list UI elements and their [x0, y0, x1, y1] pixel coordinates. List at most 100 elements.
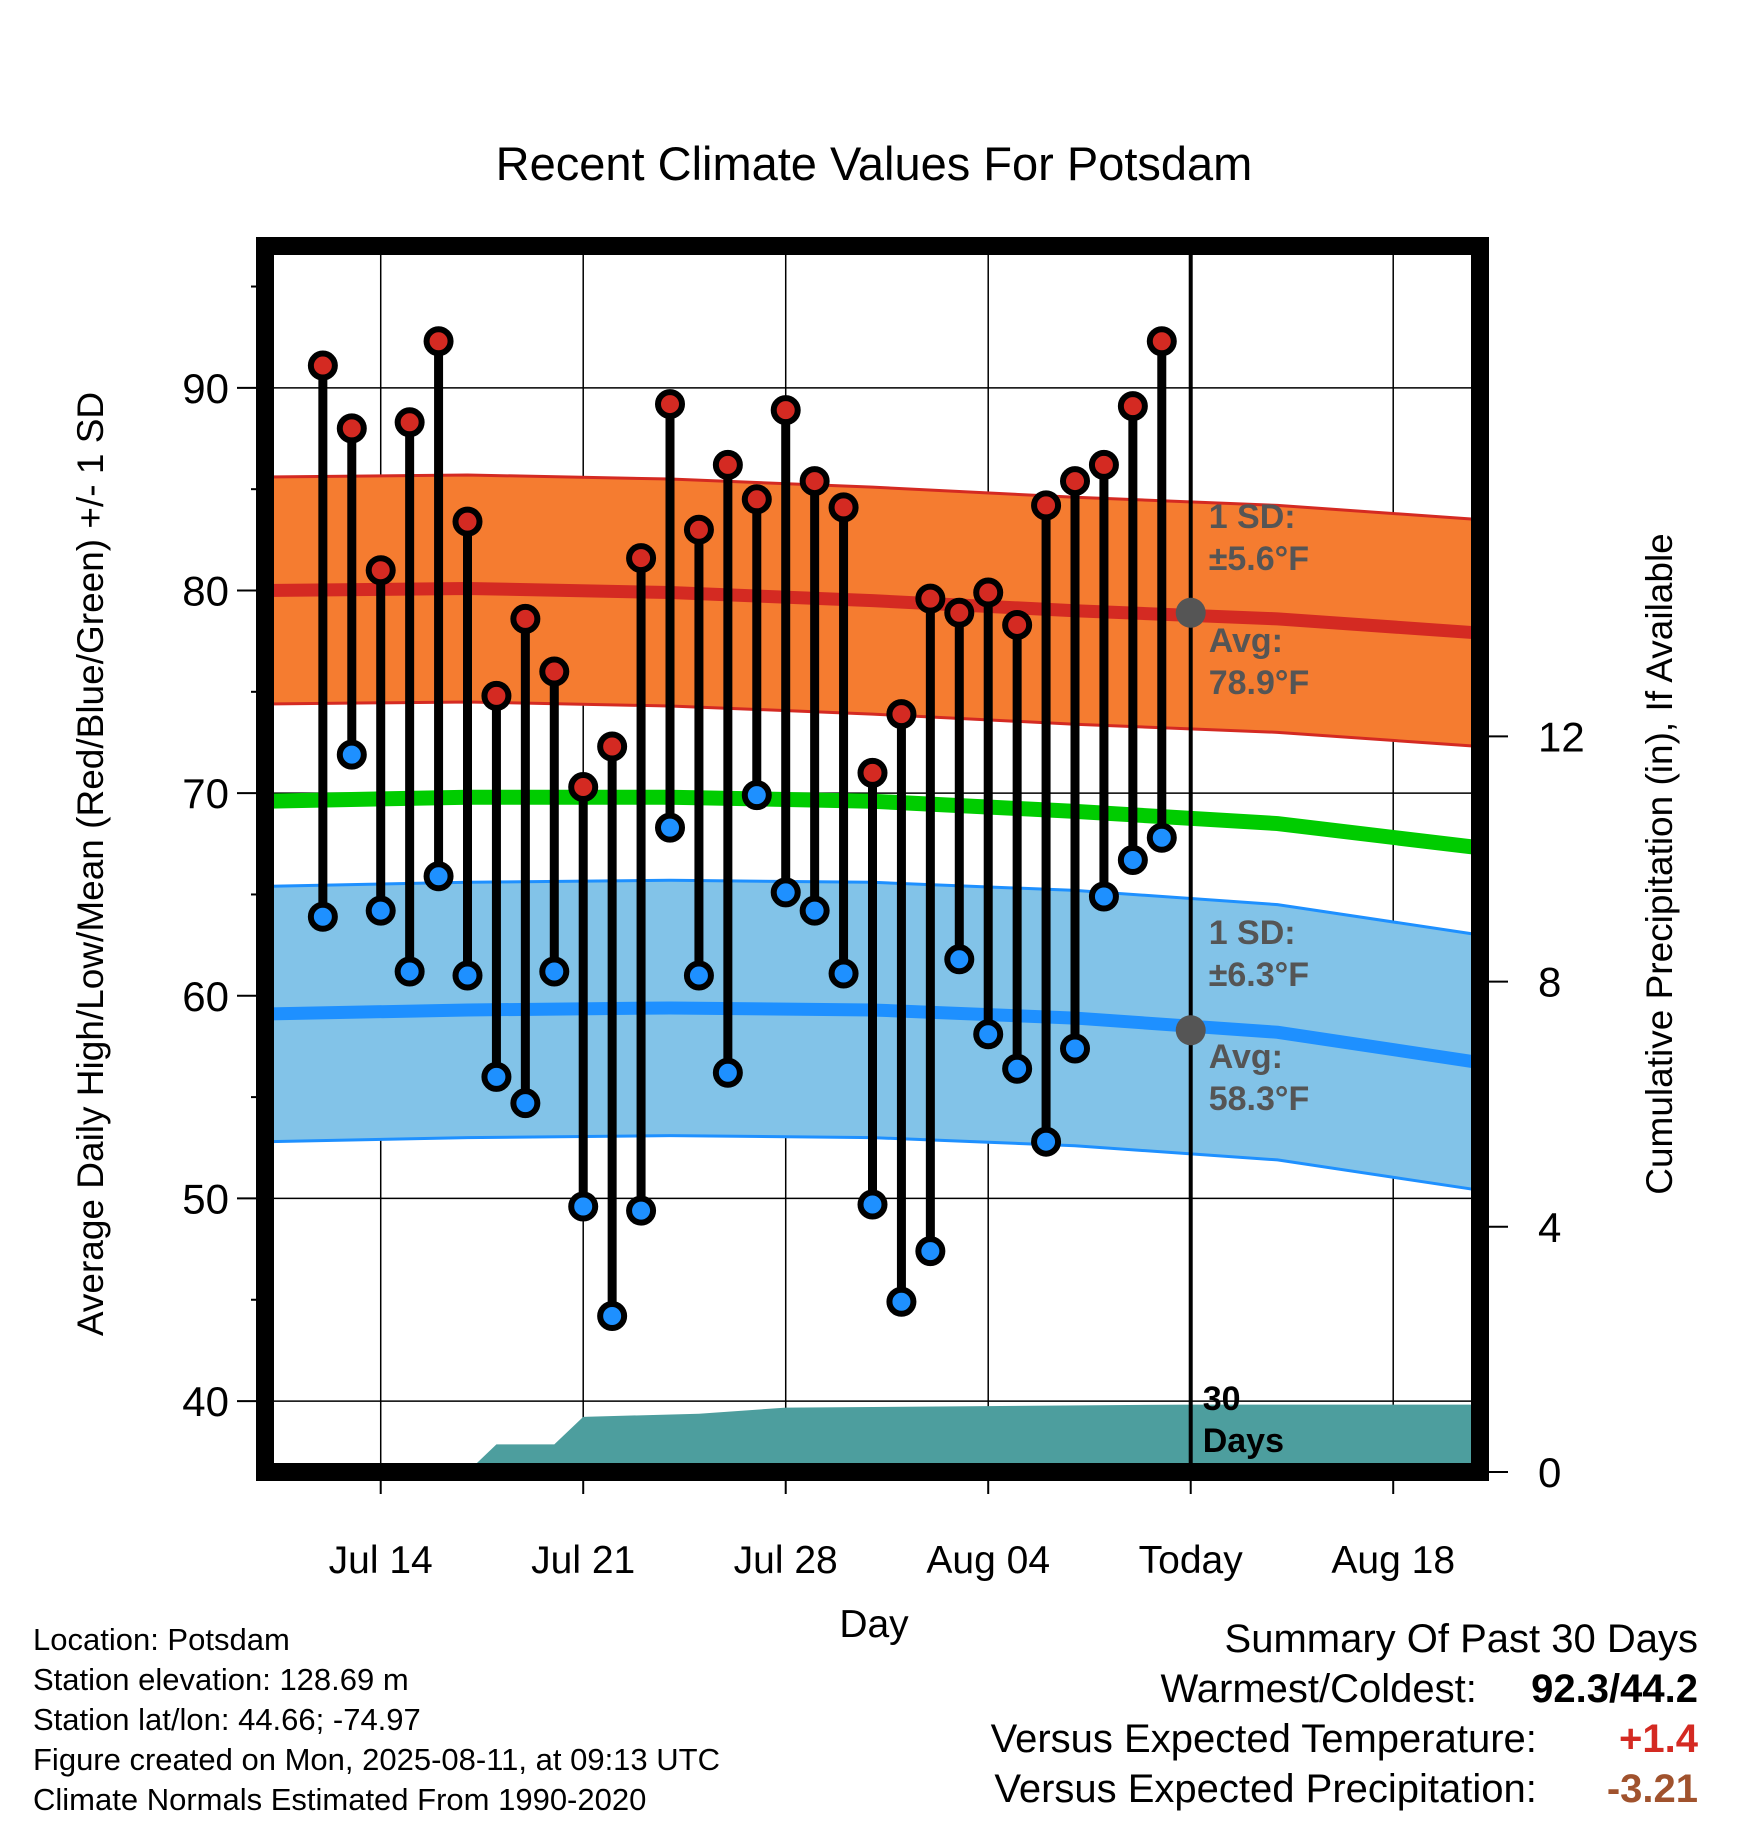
high-point — [597, 731, 628, 762]
low-point — [510, 1088, 541, 1119]
high-point — [655, 389, 685, 420]
y-tick-label: 50 — [182, 1175, 229, 1222]
high-point — [481, 680, 512, 711]
low-sd-annotation: 1 SD: — [1209, 914, 1296, 952]
high-point — [1088, 449, 1119, 480]
high-point — [886, 699, 917, 730]
y2-tick-label: 0 — [1538, 1449, 1561, 1496]
low-point — [1117, 845, 1148, 876]
latlon-text: Station lat/lon: 44.66; -74.97 — [33, 1702, 421, 1737]
high-point — [568, 772, 599, 803]
high-point — [365, 555, 396, 586]
low-point — [481, 1061, 512, 1092]
low-point — [973, 1019, 1004, 1050]
low-point — [770, 877, 801, 908]
low-point — [394, 956, 425, 987]
warm-cold-value: 92.3/44.2 — [1531, 1667, 1698, 1711]
y-tick-label: 70 — [182, 770, 229, 817]
low-point — [626, 1195, 657, 1226]
high-point — [799, 466, 830, 497]
high-point — [915, 583, 946, 614]
high-avg-annotation: 78.9°F — [1209, 664, 1310, 702]
high-point — [1146, 326, 1177, 357]
precip-value: -3.21 — [1606, 1767, 1698, 1811]
x-tick-label: Jul 28 — [734, 1539, 838, 1582]
low-point — [1002, 1053, 1033, 1084]
low-point — [1031, 1126, 1062, 1157]
low-point — [915, 1236, 946, 1267]
low-point — [539, 956, 570, 987]
low-point — [741, 780, 772, 811]
y2-tick-label: 8 — [1538, 959, 1561, 1006]
warm-cold-label: Warmest/Coldest: — [1160, 1667, 1477, 1711]
high-sd-band — [265, 474, 1480, 747]
precip-row: Versus Expected Precipitation: -3.21 — [991, 1764, 1698, 1814]
low-point — [799, 895, 830, 926]
normals-text: Climate Normals Estimated From 1990-2020 — [33, 1782, 647, 1817]
y-tick-label: 80 — [182, 567, 229, 614]
y-axis-label: Average Daily High/Low/Mean (Red/Blue/Gr… — [70, 392, 111, 1336]
plot-frame — [256, 237, 1489, 1481]
high-point — [510, 603, 541, 634]
low-point — [597, 1300, 628, 1331]
low-point — [1088, 881, 1119, 912]
high-point — [973, 577, 1004, 608]
created-text: Figure created on Mon, 2025-08-11, at 09… — [33, 1742, 720, 1777]
y-tick-label: 40 — [182, 1378, 229, 1425]
low-sd-annotation: ±6.3°F — [1209, 956, 1309, 994]
high-point — [741, 484, 772, 515]
today-days-label: 30 — [1203, 1380, 1241, 1418]
high-point — [423, 326, 454, 357]
x-tick-label: Jul 14 — [329, 1539, 433, 1582]
high-point — [539, 656, 570, 687]
low-point — [1060, 1033, 1090, 1064]
high-sd-annotation: 1 SD: — [1209, 498, 1296, 536]
low-point — [1146, 822, 1177, 853]
high-avg-annotation: Avg: — [1209, 622, 1283, 660]
x-tick-label: Aug 18 — [1331, 1539, 1455, 1582]
high-point — [626, 543, 657, 574]
temp-label: Versus Expected Temperature: — [990, 1717, 1537, 1761]
high-point — [452, 506, 483, 537]
warm-cold-row: Warmest/Coldest: 92.3/44.2 — [991, 1664, 1699, 1714]
low-point — [857, 1189, 888, 1220]
x-tick-label: Jul 21 — [531, 1539, 635, 1582]
location-text: Location: Potsdam — [33, 1622, 290, 1657]
low-avg-annotation: 58.3°F — [1209, 1080, 1310, 1118]
chart-title: Recent Climate Values For Potsdam — [496, 137, 1253, 190]
high-point — [770, 395, 801, 426]
high-point — [1060, 466, 1090, 497]
high-point — [1031, 490, 1062, 521]
x-tick-label: Today — [1139, 1539, 1244, 1582]
low-point — [655, 812, 685, 843]
high-point — [1117, 391, 1148, 422]
low-point — [336, 739, 367, 770]
low-avg-annotation: Avg: — [1209, 1038, 1283, 1076]
high-point — [1002, 609, 1033, 640]
station-info: Location: Potsdam Station elevation: 128… — [33, 1620, 720, 1820]
today-avg-low-marker — [1175, 1015, 1206, 1046]
precip-label: Versus Expected Precipitation: — [994, 1767, 1537, 1811]
high-point — [683, 514, 714, 545]
low-point — [307, 901, 338, 932]
high-point — [828, 492, 859, 523]
x-axis-label: Day — [839, 1603, 909, 1646]
y2-axis-label: Cumulative Precipitation (in), If Availa… — [1639, 533, 1680, 1195]
high-sd-annotation: ±5.6°F — [1209, 540, 1309, 578]
precip-area — [265, 1404, 1480, 1472]
y-tick-label: 90 — [182, 365, 229, 412]
x-tick-label: Aug 04 — [926, 1539, 1050, 1582]
high-point — [944, 597, 975, 628]
y2-tick-label: 12 — [1538, 713, 1585, 760]
temp-row: Versus Expected Temperature: +1.4 — [991, 1714, 1698, 1764]
low-point — [683, 960, 714, 991]
today-days-label: Days — [1203, 1422, 1284, 1460]
y2-tick-label: 4 — [1538, 1204, 1561, 1251]
temp-value: +1.4 — [1619, 1717, 1698, 1761]
high-sd-band-upper-edge — [264, 473, 1481, 522]
low-point — [423, 861, 454, 892]
low-point — [712, 1057, 743, 1088]
elevation-text: Station elevation: 128.69 m — [33, 1662, 409, 1697]
high-point — [394, 407, 425, 438]
